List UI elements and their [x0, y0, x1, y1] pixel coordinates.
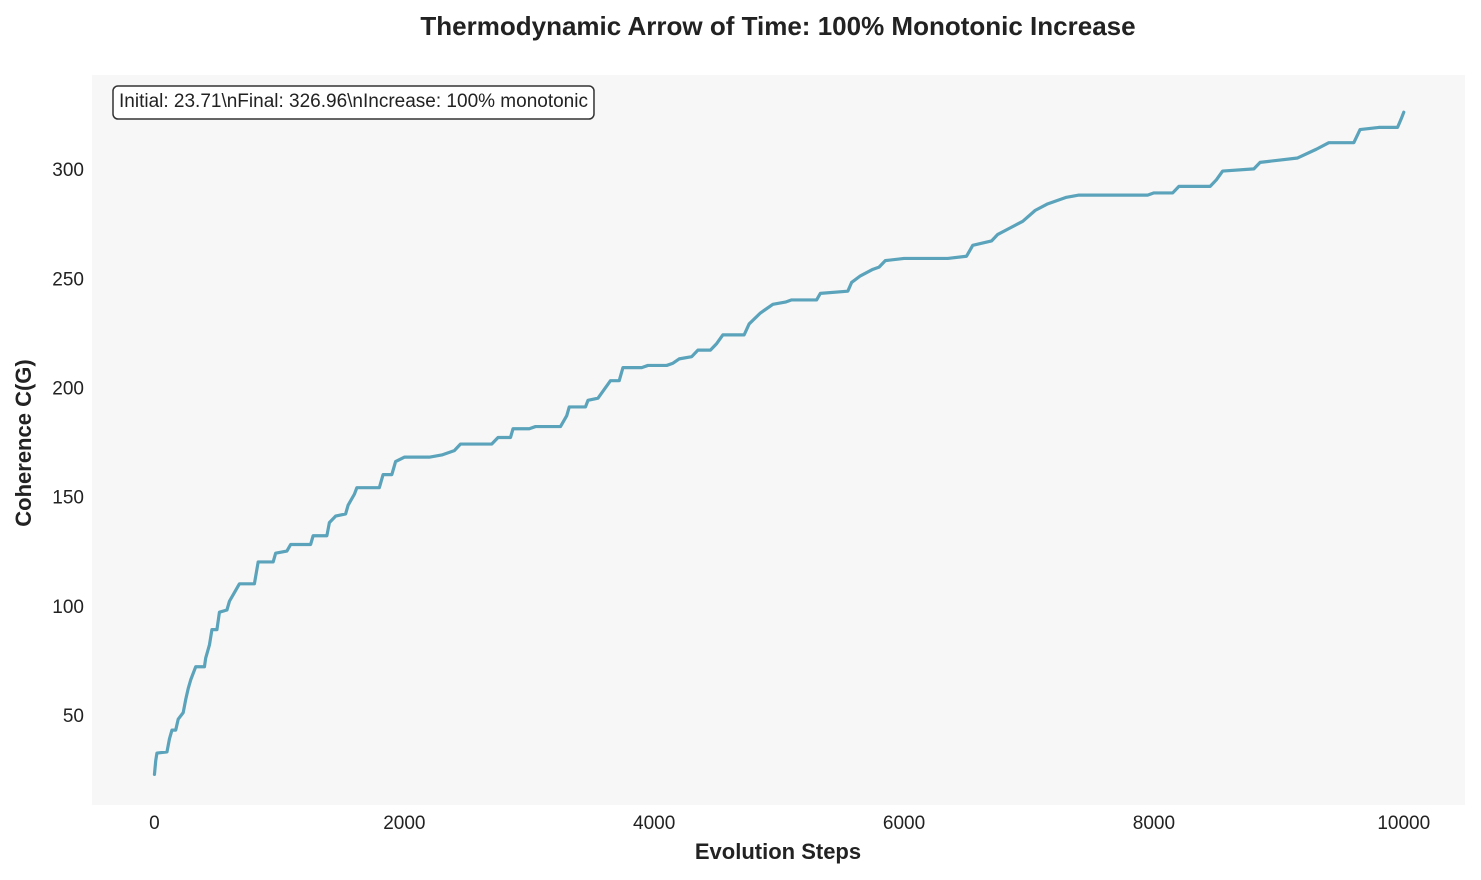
y-tick-label: 200 [52, 378, 84, 399]
y-tick-label: 250 [52, 269, 84, 290]
x-tick-label: 4000 [633, 813, 675, 834]
x-tick-label: 6000 [883, 813, 925, 834]
chart-title: Thermodynamic Arrow of Time: 100% Monoto… [420, 11, 1135, 41]
x-tick-label: 0 [149, 813, 160, 834]
y-tick-label: 150 [52, 488, 84, 509]
x-axis-label: Evolution Steps [695, 839, 861, 864]
annotation: Initial: 23.71\nFinal: 326.96\nIncrease:… [119, 91, 588, 112]
x-tick-label: 10000 [1377, 813, 1430, 834]
x-tick-label: 2000 [383, 813, 425, 834]
y-axis-label: Coherence C(G) [11, 359, 36, 526]
annotation-box: Initial: 23.71\nFinal: 326.96\nIncrease:… [112, 85, 595, 120]
y-tick-label: 50 [63, 706, 84, 727]
annotation-frame [112, 85, 595, 120]
plot-area [92, 75, 1465, 805]
data-line [152, 110, 1406, 777]
x-tick-label: 8000 [1133, 813, 1175, 834]
y-tick-label: 100 [52, 597, 84, 618]
y-tick-label: 300 [52, 160, 84, 181]
